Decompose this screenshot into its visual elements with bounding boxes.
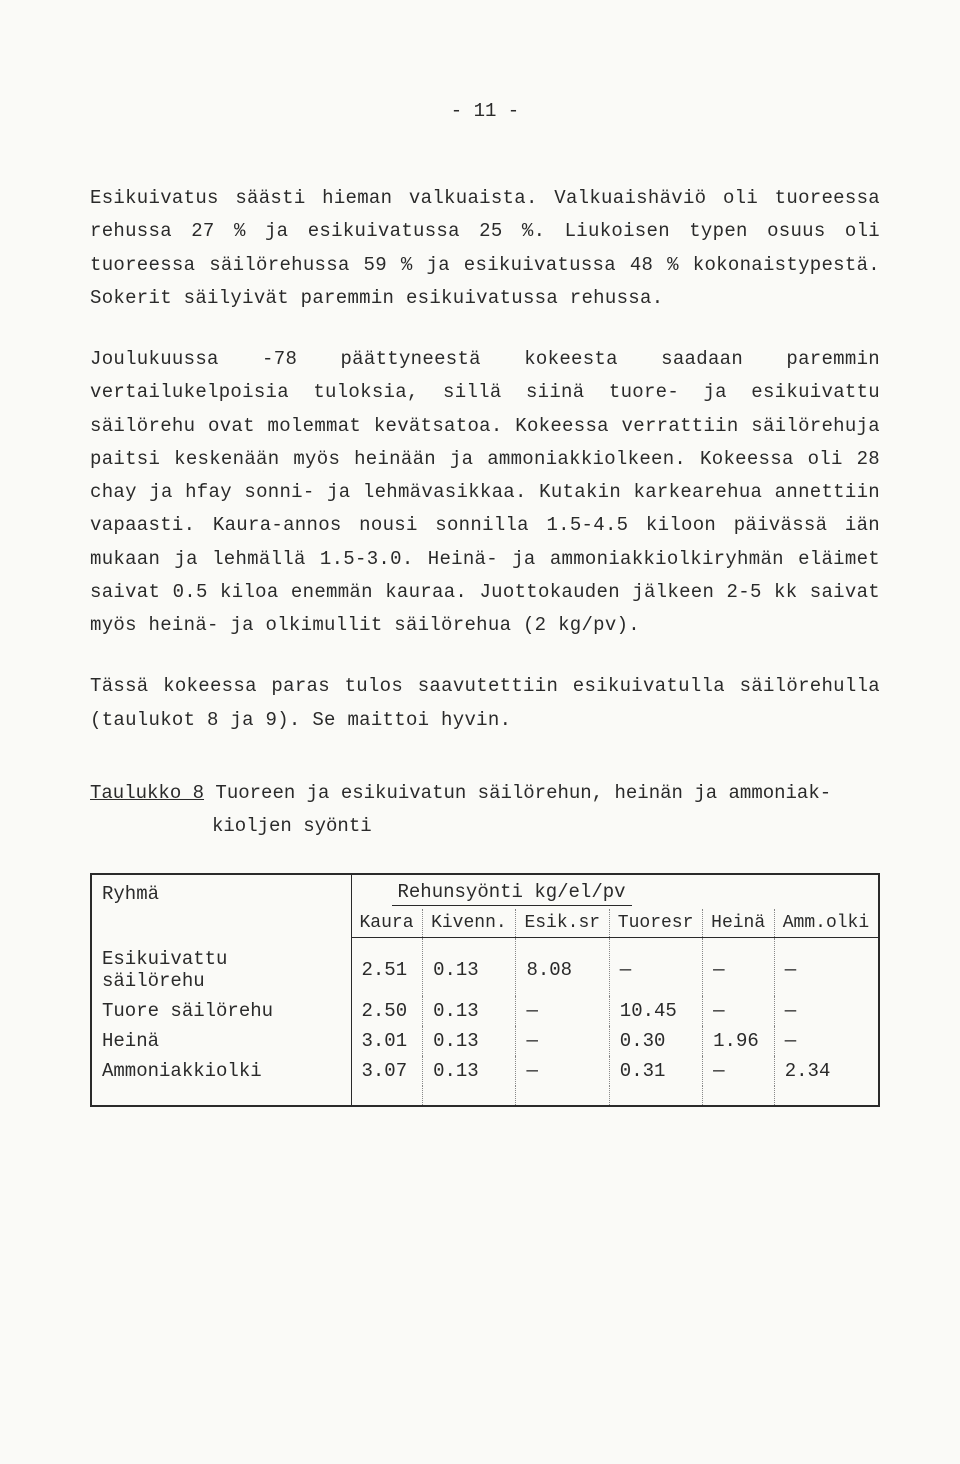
table-caption-text-1: Tuoreen ja esikuivatun säilörehun, heinä…	[204, 782, 831, 804]
cell: 2.34	[774, 1056, 879, 1086]
page-number: - 11 -	[90, 100, 880, 122]
paragraph-3: Tässä kokeessa paras tulos saavutettiin …	[90, 670, 880, 737]
row-label: Ammoniakkiolki	[91, 1056, 351, 1086]
data-table: Ryhmä Rehunsyönti kg/el/pv Kaura Kivenn.…	[90, 873, 880, 1107]
table-row: Heinä 3.01 0.13 — 0.30 1.96 —	[91, 1026, 879, 1056]
paragraph-2: Joulukuussa -78 päättyneestä kokeesta sa…	[90, 343, 880, 642]
cell: —	[516, 1056, 609, 1086]
table-group-header: Ryhmä	[91, 874, 351, 938]
cell: —	[774, 938, 879, 996]
cell: 0.30	[609, 1026, 702, 1056]
cell: —	[774, 996, 879, 1026]
cell: 0.13	[423, 938, 516, 996]
table-row: Esikuivattu säilörehu 2.51 0.13 8.08 — —…	[91, 938, 879, 996]
cell: 3.01	[351, 1026, 423, 1056]
cell: —	[703, 1056, 775, 1086]
table-col-2: Esik.sr	[516, 909, 609, 938]
cell: —	[703, 938, 775, 996]
cell: 0.13	[423, 996, 516, 1026]
paragraph-1: Esikuivatus säästi hieman valkuaista. Va…	[90, 182, 880, 315]
table-row: Ammoniakkiolki 3.07 0.13 — 0.31 — 2.34	[91, 1056, 879, 1086]
table-col-3: Tuoresr	[609, 909, 702, 938]
table-col-5: Amm.olki	[774, 909, 879, 938]
page: - 11 - Esikuivatus säästi hieman valkuai…	[0, 0, 960, 1464]
table-col-4: Heinä	[703, 909, 775, 938]
table-col-1: Kivenn.	[423, 909, 516, 938]
table-caption-text-2: kioljen syönti	[90, 810, 880, 843]
table-caption-label: Taulukko 8	[90, 782, 204, 804]
row-label: Heinä	[91, 1026, 351, 1056]
cell: —	[516, 1026, 609, 1056]
cell: 0.31	[609, 1056, 702, 1086]
table-caption: Taulukko 8 Tuoreen ja esikuivatun säilör…	[90, 777, 880, 844]
cell: 2.51	[351, 938, 423, 996]
cell: —	[609, 938, 702, 996]
row-label: Tuore säilörehu	[91, 996, 351, 1026]
table-row: Tuore säilörehu 2.50 0.13 — 10.45 — —	[91, 996, 879, 1026]
cell: 1.96	[703, 1026, 775, 1056]
cell: 0.13	[423, 1056, 516, 1086]
cell: —	[774, 1026, 879, 1056]
cell: —	[516, 996, 609, 1026]
table-col-0: Kaura	[351, 909, 423, 938]
cell: 3.07	[351, 1056, 423, 1086]
row-label: Esikuivattu säilörehu	[91, 938, 351, 996]
table-spanner-header: Rehunsyönti kg/el/pv	[351, 874, 879, 909]
cell: —	[703, 996, 775, 1026]
cell: 0.13	[423, 1026, 516, 1056]
cell: 2.50	[351, 996, 423, 1026]
table-spacer-row	[91, 1086, 879, 1106]
cell: 10.45	[609, 996, 702, 1026]
cell: 8.08	[516, 938, 609, 996]
